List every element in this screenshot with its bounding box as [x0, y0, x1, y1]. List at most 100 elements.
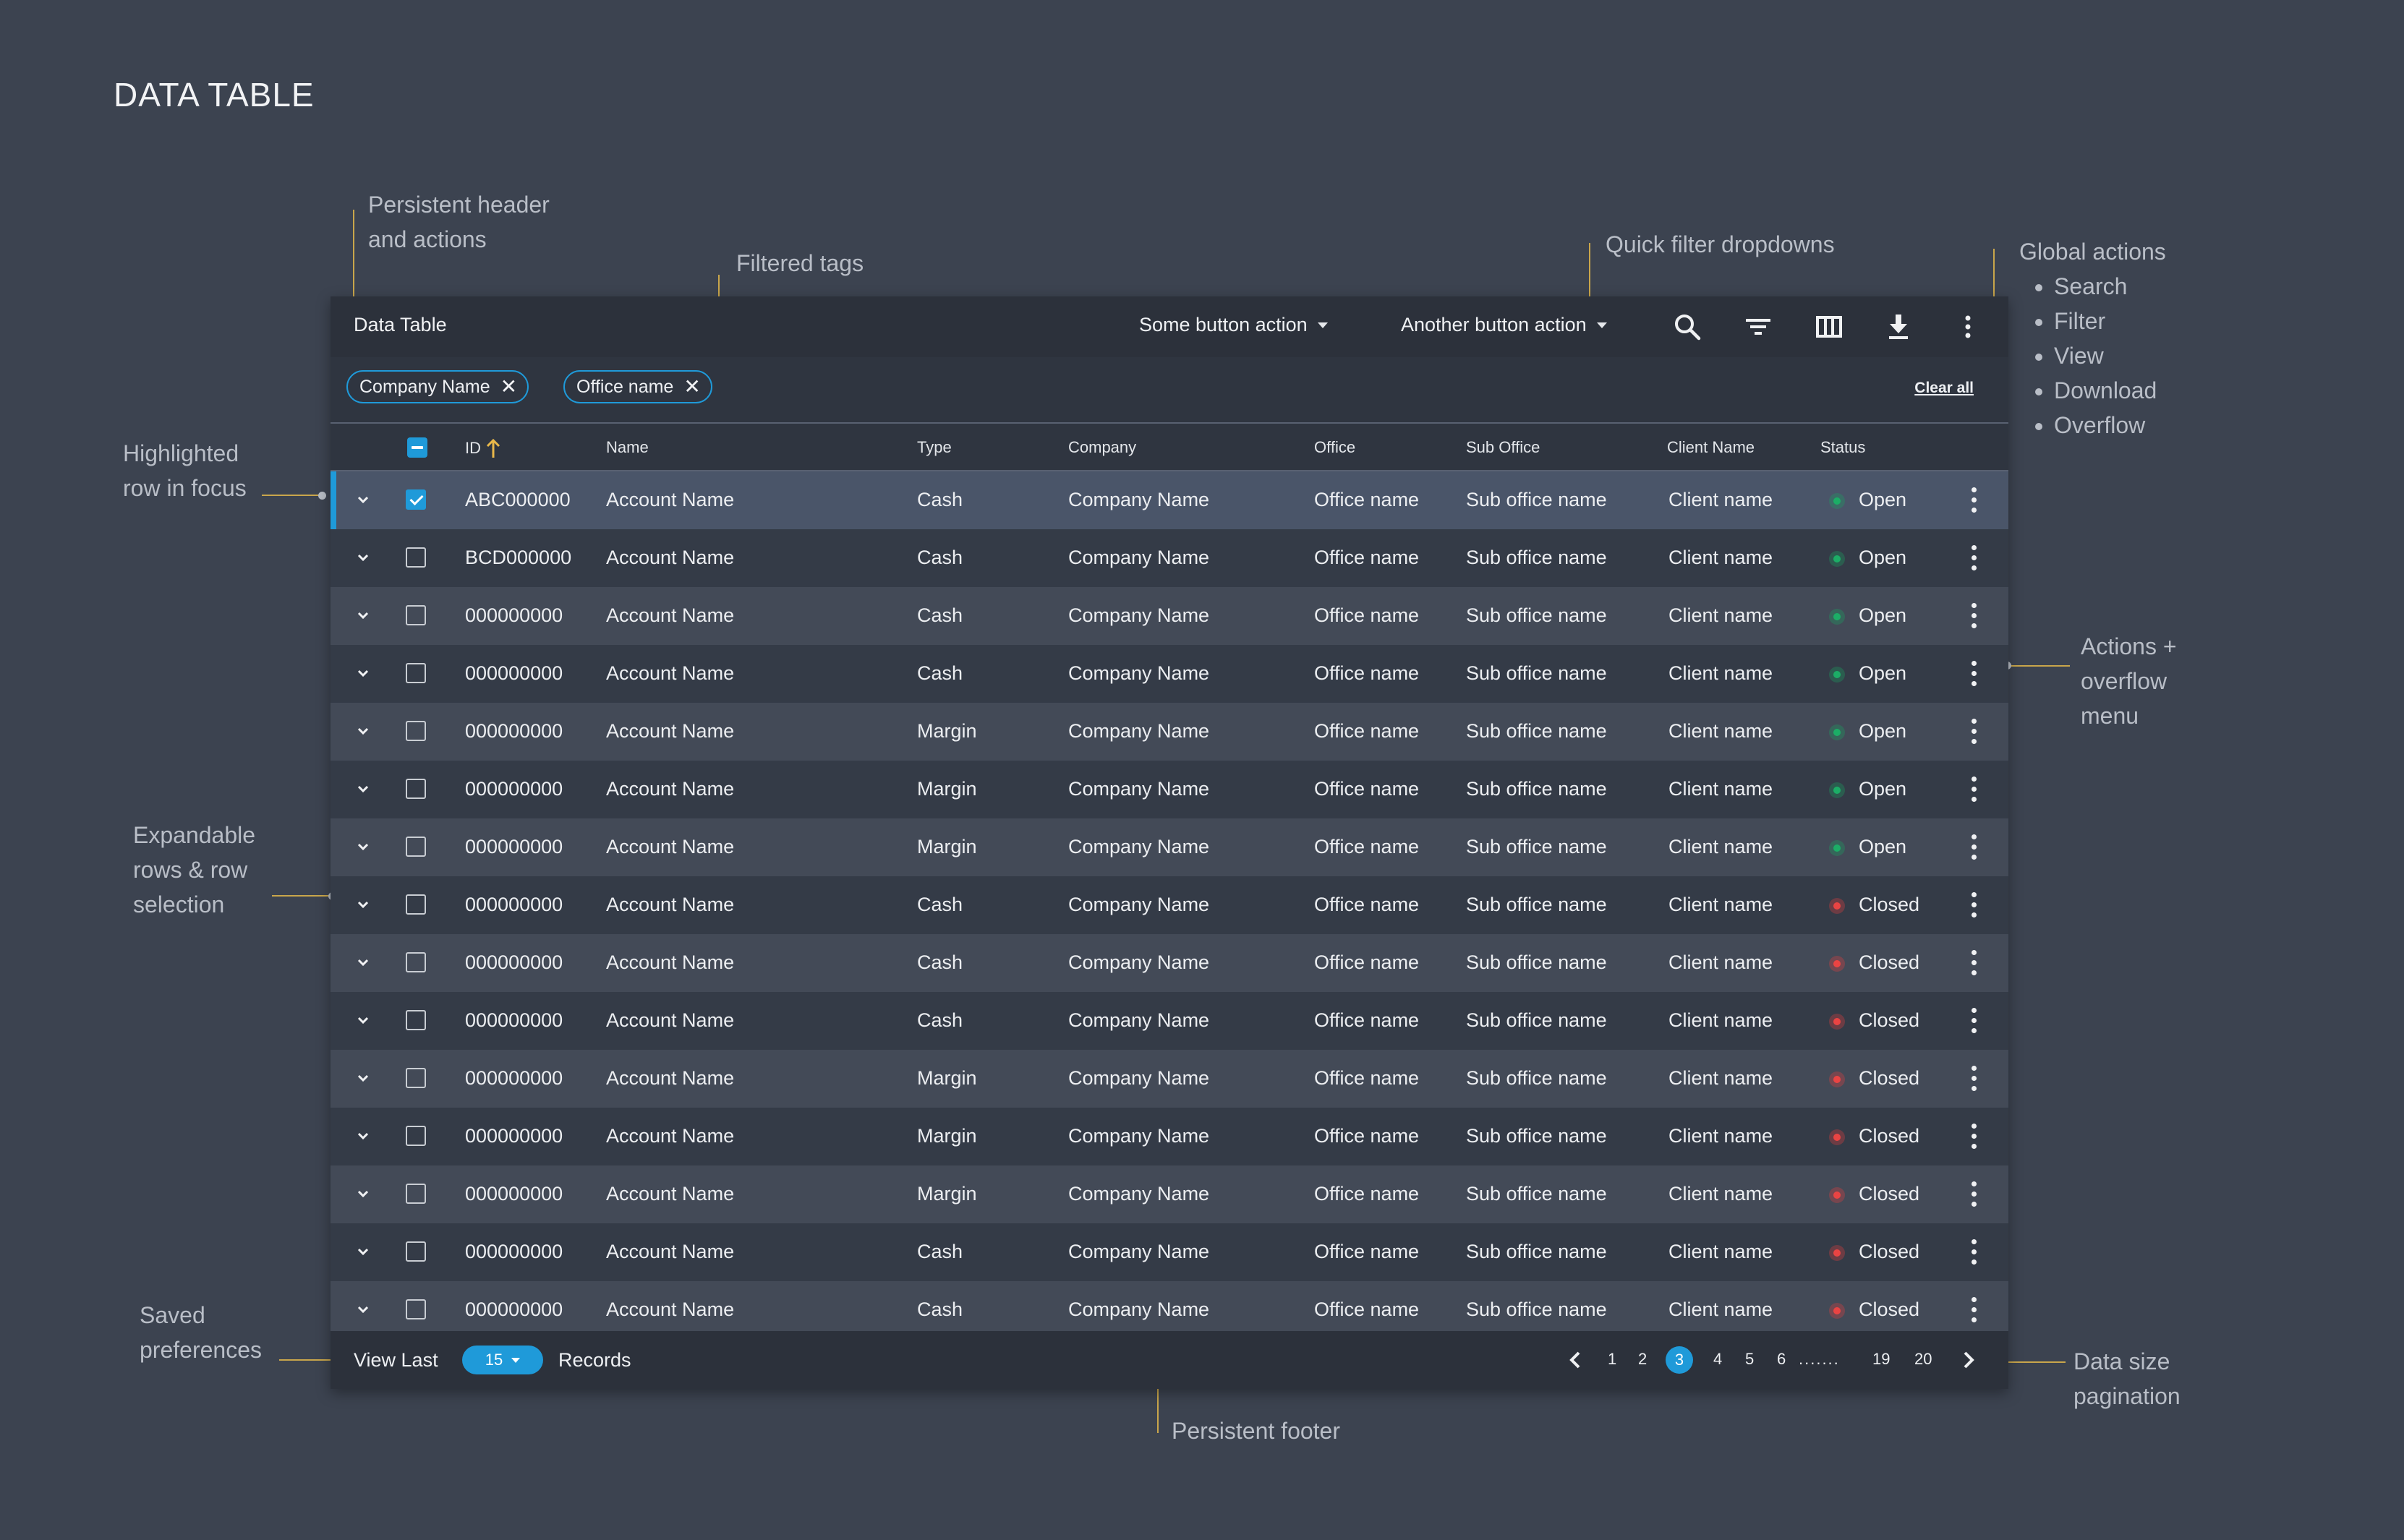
column-header-sub-office[interactable]: Sub Office: [1466, 438, 1540, 456]
table-row[interactable]: 000000000 Account Name Margin Company Name O…: [331, 761, 2008, 818]
cell-account-name: Account Name: [606, 604, 735, 626]
another-button-action[interactable]: Another button action: [1401, 314, 1607, 336]
column-header-type[interactable]: Type: [917, 438, 952, 456]
column-header-status[interactable]: Status: [1820, 438, 1866, 456]
row-overflow-icon[interactable]: [1966, 1006, 1981, 1035]
row-overflow-icon[interactable]: [1966, 1122, 1981, 1151]
chevron-down-icon[interactable]: [355, 1012, 371, 1028]
cell-company: Company Name: [1068, 489, 1210, 510]
row-checkbox[interactable]: [406, 1068, 426, 1088]
page-link-6[interactable]: 6: [1777, 1350, 1786, 1368]
row-overflow-icon[interactable]: [1966, 949, 1981, 978]
page-link-3[interactable]: 3: [1666, 1346, 1693, 1374]
cell-sub-office: Sub office name: [1466, 1183, 1607, 1205]
row-checkbox[interactable]: [406, 721, 426, 741]
row-overflow-icon[interactable]: [1966, 1296, 1981, 1325]
row-overflow-icon[interactable]: [1966, 775, 1981, 804]
cell-id: 000000000: [465, 951, 563, 973]
table-row[interactable]: 000000000 Account Name Cash Company Name Off…: [331, 645, 2008, 703]
table-row[interactable]: 000000000 Account Name Margin Company Name O…: [331, 703, 2008, 761]
download-icon[interactable]: [1883, 311, 1914, 343]
search-icon[interactable]: [1671, 311, 1703, 343]
table-row[interactable]: 000000000 Account Name Cash Company Name Off…: [331, 1223, 2008, 1281]
cell-office: Office name: [1314, 489, 1420, 510]
table-row[interactable]: 000000000 Account Name Margin Company Name O…: [331, 1108, 2008, 1165]
column-header-client-name[interactable]: Client Name: [1667, 438, 1755, 456]
row-checkbox[interactable]: [406, 489, 426, 510]
row-checkbox[interactable]: [406, 1241, 426, 1262]
row-overflow-icon[interactable]: [1966, 544, 1981, 573]
cell-status: Closed: [1859, 1067, 1920, 1089]
cell-id: 000000000: [465, 1125, 563, 1147]
row-overflow-icon[interactable]: [1966, 833, 1981, 862]
chevron-down-icon[interactable]: [355, 1128, 371, 1144]
row-checkbox[interactable]: [406, 605, 426, 625]
close-icon[interactable]: ✕: [683, 375, 701, 398]
overflow-icon[interactable]: [1952, 311, 1984, 343]
previous-page-icon[interactable]: [1563, 1347, 1589, 1373]
filter-icon[interactable]: [1742, 311, 1774, 343]
column-header-company[interactable]: Company: [1068, 438, 1137, 456]
select-all-checkbox[interactable]: [407, 437, 427, 458]
chevron-down-icon[interactable]: [355, 665, 371, 681]
row-checkbox[interactable]: [406, 1184, 426, 1204]
page-link-4[interactable]: 4: [1713, 1350, 1723, 1368]
some-button-action[interactable]: Some button action: [1139, 314, 1328, 336]
table-row[interactable]: 000000000 Account Name Cash Company Name Off…: [331, 934, 2008, 992]
table-row[interactable]: BCD000000 Account Name Cash Company Name Off…: [331, 529, 2008, 587]
chevron-down-icon[interactable]: [355, 781, 371, 797]
chevron-down-icon[interactable]: [355, 723, 371, 739]
row-checkbox[interactable]: [406, 1010, 426, 1030]
column-header-office[interactable]: Office: [1314, 438, 1356, 456]
table-row[interactable]: 000000000 Account Name Cash Company Name Off…: [331, 1281, 2008, 1339]
chevron-down-icon[interactable]: [355, 492, 371, 508]
cell-status: Closed: [1859, 1183, 1920, 1205]
chevron-down-icon[interactable]: [355, 1186, 371, 1202]
clear-all-link[interactable]: Clear all: [1914, 380, 1974, 396]
row-checkbox[interactable]: [406, 547, 426, 568]
page-size-select[interactable]: 15: [462, 1346, 543, 1374]
page-link-2[interactable]: 2: [1638, 1350, 1648, 1368]
chevron-down-icon[interactable]: [355, 1070, 371, 1086]
row-overflow-icon[interactable]: [1966, 1180, 1981, 1209]
chevron-down-icon[interactable]: [355, 954, 371, 970]
page-link-19[interactable]: 19: [1872, 1350, 1891, 1368]
row-overflow-icon[interactable]: [1966, 1238, 1981, 1267]
page-link-1[interactable]: 1: [1608, 1350, 1617, 1368]
close-icon[interactable]: ✕: [500, 375, 518, 398]
table-row[interactable]: ABC000000 Account Name Cash Company Name Off…: [331, 471, 2008, 529]
row-checkbox[interactable]: [406, 1299, 426, 1319]
chevron-down-icon[interactable]: [355, 839, 371, 855]
chevron-down-icon[interactable]: [355, 607, 371, 623]
table-row[interactable]: 000000000 Account Name Cash Company Name Off…: [331, 587, 2008, 645]
next-page-icon[interactable]: [1955, 1347, 1981, 1373]
column-header-name[interactable]: Name: [606, 438, 649, 456]
table-row[interactable]: 000000000 Account Name Margin Company Name O…: [331, 1050, 2008, 1108]
row-checkbox[interactable]: [406, 779, 426, 799]
view-columns-icon[interactable]: [1813, 311, 1845, 343]
row-checkbox[interactable]: [406, 894, 426, 915]
column-header-id[interactable]: ID: [465, 438, 501, 458]
table-row[interactable]: 000000000 Account Name Margin Company Name O…: [331, 818, 2008, 876]
row-overflow-icon[interactable]: [1966, 486, 1981, 515]
row-overflow-icon[interactable]: [1966, 1064, 1981, 1093]
cell-office: Office name: [1314, 951, 1420, 973]
row-overflow-icon[interactable]: [1966, 659, 1981, 688]
page-link-20[interactable]: 20: [1914, 1350, 1932, 1368]
page-link-5[interactable]: 5: [1745, 1350, 1755, 1368]
table-row[interactable]: 000000000 Account Name Margin Company Name O…: [331, 1165, 2008, 1223]
chevron-down-icon[interactable]: [355, 897, 371, 912]
row-overflow-icon[interactable]: [1966, 891, 1981, 920]
chevron-down-icon[interactable]: [355, 1244, 371, 1259]
cell-company: Company Name: [1068, 1241, 1210, 1262]
row-checkbox[interactable]: [406, 1126, 426, 1146]
row-overflow-icon[interactable]: [1966, 717, 1981, 746]
row-checkbox[interactable]: [406, 952, 426, 972]
table-row[interactable]: 000000000 Account Name Cash Company Name Off…: [331, 876, 2008, 934]
row-checkbox[interactable]: [406, 837, 426, 857]
chevron-down-icon[interactable]: [355, 549, 371, 565]
table-row[interactable]: 000000000 Account Name Cash Company Name Off…: [331, 992, 2008, 1050]
row-overflow-icon[interactable]: [1966, 602, 1981, 630]
chevron-down-icon[interactable]: [355, 1301, 371, 1317]
row-checkbox[interactable]: [406, 663, 426, 683]
